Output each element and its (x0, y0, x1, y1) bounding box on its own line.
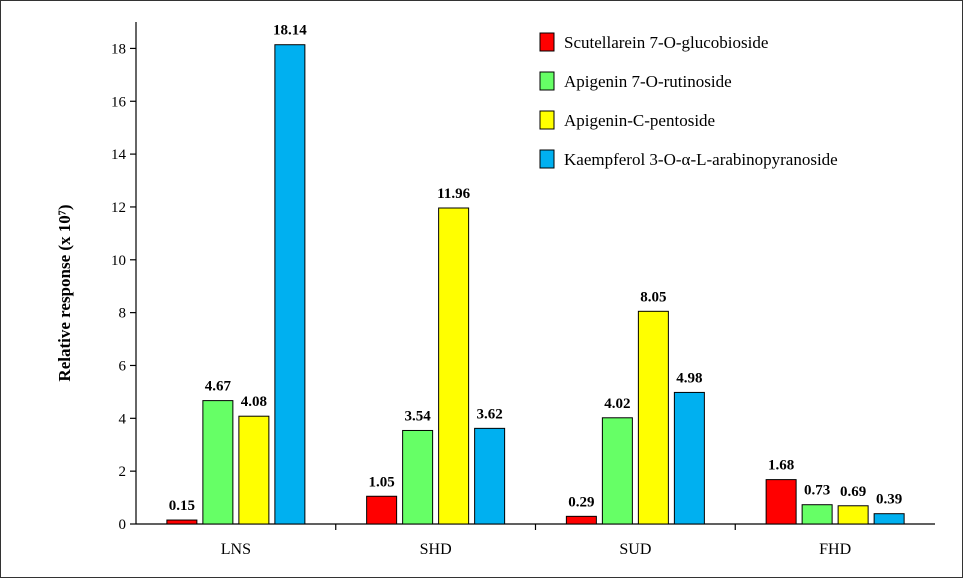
legend-swatch (539, 32, 555, 52)
data-label: 18.14 (273, 23, 307, 39)
data-label: 0.69 (840, 484, 866, 500)
legend-label: Apigenin 7-O-rutinoside (564, 72, 732, 91)
bar (801, 504, 833, 525)
y-tick-label: 2 (119, 464, 127, 480)
bar (837, 505, 869, 525)
legend-label: Apigenin-C-pentoside (564, 111, 715, 130)
data-label: 0.39 (876, 492, 902, 508)
x-axis: LNS SHD SUD FHD (136, 523, 935, 558)
bar (765, 479, 797, 525)
legend-label: Kaempferol 3-O-α-L-arabinopyranoside (564, 150, 838, 169)
legend-label: Scutellarein 7-O-glucobioside (564, 33, 768, 52)
bars (166, 44, 905, 525)
x-tick-label: LNS (221, 541, 251, 558)
bar (366, 495, 398, 525)
data-label: 1.05 (369, 474, 395, 490)
data-label: 3.62 (477, 406, 503, 422)
data-label: 4.67 (205, 379, 232, 395)
x-tick-label: SHD (420, 541, 452, 558)
bar (402, 429, 434, 525)
y-tick-label: 12 (111, 200, 126, 216)
y-tick-label: 0 (119, 517, 127, 533)
data-label: 3.54 (405, 408, 432, 424)
y-tick-label: 10 (111, 253, 126, 269)
bar (673, 391, 705, 525)
y-tick-label: 14 (111, 147, 127, 163)
legend: Scutellarein 7-O-glucobioside Apigenin 7-… (539, 32, 838, 169)
x-tick-label: SUD (619, 541, 651, 558)
bar (565, 515, 597, 525)
y-axis-label: Relative response (x 10⁷) (55, 204, 74, 381)
bar (474, 427, 506, 525)
bar (166, 519, 198, 525)
legend-swatch (539, 71, 555, 91)
bar (202, 400, 234, 525)
y-tick-label: 16 (111, 94, 127, 110)
y-tick-label: 6 (119, 358, 127, 374)
legend-swatch (539, 110, 555, 130)
bar (274, 44, 306, 525)
data-labels: 0.15 4.67 4.08 18.14 1.05 3.54 11.96 3.62 0.29 4.… (169, 23, 903, 514)
data-label: 0.15 (169, 498, 195, 514)
data-label: 1.68 (768, 458, 794, 474)
y-tick-label: 18 (111, 41, 126, 57)
data-label: 0.29 (568, 494, 594, 510)
data-label: 4.08 (241, 394, 267, 410)
x-tick-label: FHD (819, 541, 851, 558)
y-tick-label: 8 (119, 306, 127, 322)
data-label: 4.02 (604, 396, 630, 412)
bar (601, 417, 633, 525)
bar (637, 310, 669, 525)
legend-swatch (539, 149, 555, 169)
data-label: 11.96 (437, 186, 470, 202)
bar (438, 207, 470, 525)
y-axis: 0 2 4 6 8 10 12 14 16 18 (111, 22, 137, 533)
y-tick-label: 4 (119, 411, 127, 427)
data-label: 4.98 (676, 370, 702, 386)
data-label: 0.73 (804, 483, 830, 499)
data-label: 8.05 (640, 289, 666, 305)
bar (873, 513, 905, 525)
bar (238, 415, 270, 525)
